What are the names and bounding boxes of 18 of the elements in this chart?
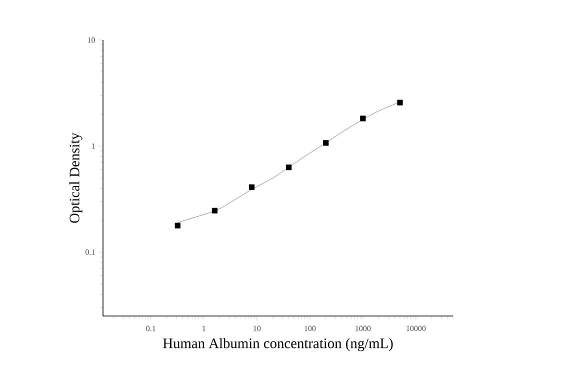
x-tick-label: 0.1	[146, 326, 156, 332]
y-tick-label: 1	[92, 143, 95, 149]
x-tick-label: 100	[304, 326, 316, 332]
point	[248, 184, 255, 190]
point	[212, 208, 218, 214]
y-tick-label: 0.1	[86, 249, 95, 255]
point	[397, 100, 403, 106]
point	[360, 116, 366, 122]
x-tick-label: 10	[254, 326, 261, 332]
x-tick-label: 1000	[356, 326, 371, 332]
point	[323, 140, 329, 146]
x-tick-label: 1	[202, 326, 206, 332]
x-axis-title: Human Albumin concentration (ng/mL)	[163, 338, 393, 352]
y-tick-label: 10	[88, 37, 95, 43]
y-axis-title: Optical Density	[69, 132, 82, 223]
point	[286, 164, 292, 170]
x-tick-label: 10000	[406, 326, 426, 332]
point	[174, 222, 180, 228]
